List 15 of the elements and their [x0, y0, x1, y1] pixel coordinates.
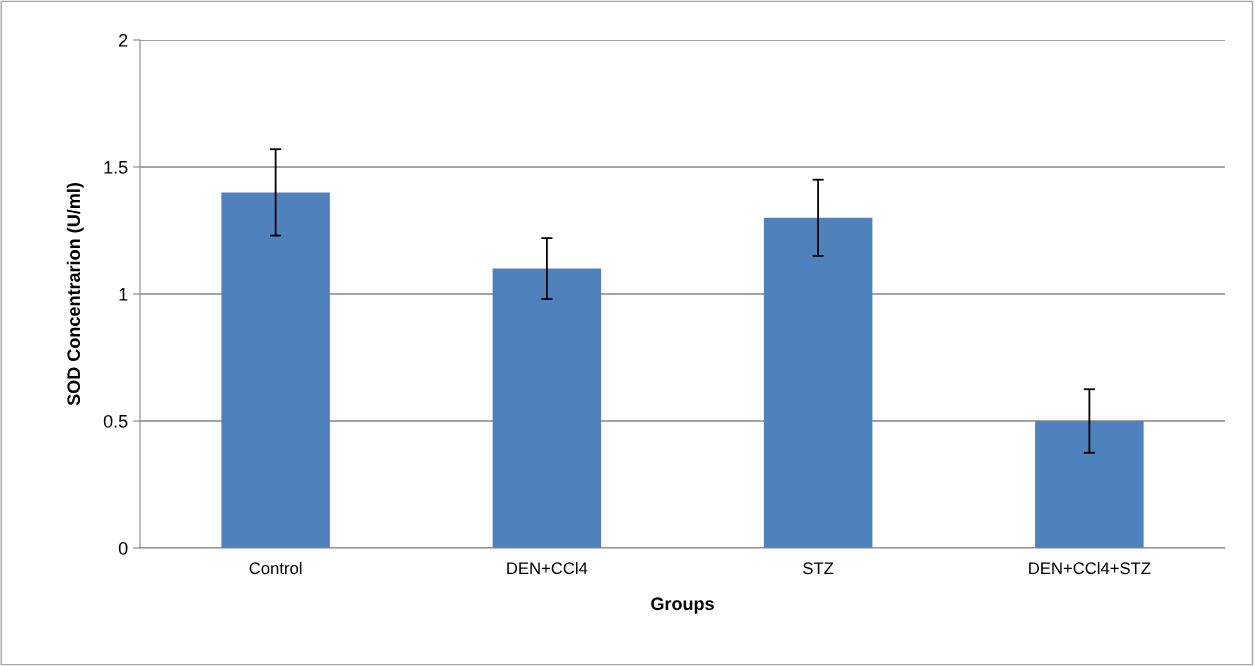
- x-tick-label: STZ: [803, 562, 834, 575]
- x-tick-label: Control: [249, 561, 302, 575]
- x-tick-label: DEN+CCl4: [507, 561, 588, 575]
- bar: [1035, 421, 1144, 548]
- y-tick-label: 0.5: [103, 414, 128, 428]
- y-axis-title: SOD Concentrarion (U/ml): [66, 183, 84, 406]
- bar: [221, 192, 330, 548]
- x-tick-label: DEN+CCl4+STZ: [1029, 561, 1151, 575]
- y-tick-label: 0: [118, 541, 128, 555]
- x-axis-title: Groups: [651, 597, 714, 614]
- y-tick-label: 2: [119, 33, 128, 47]
- y-tick-label: 1.5: [104, 161, 128, 174]
- bar: [763, 217, 873, 548]
- bar: [492, 268, 602, 548]
- y-tick-label: 1: [119, 288, 128, 301]
